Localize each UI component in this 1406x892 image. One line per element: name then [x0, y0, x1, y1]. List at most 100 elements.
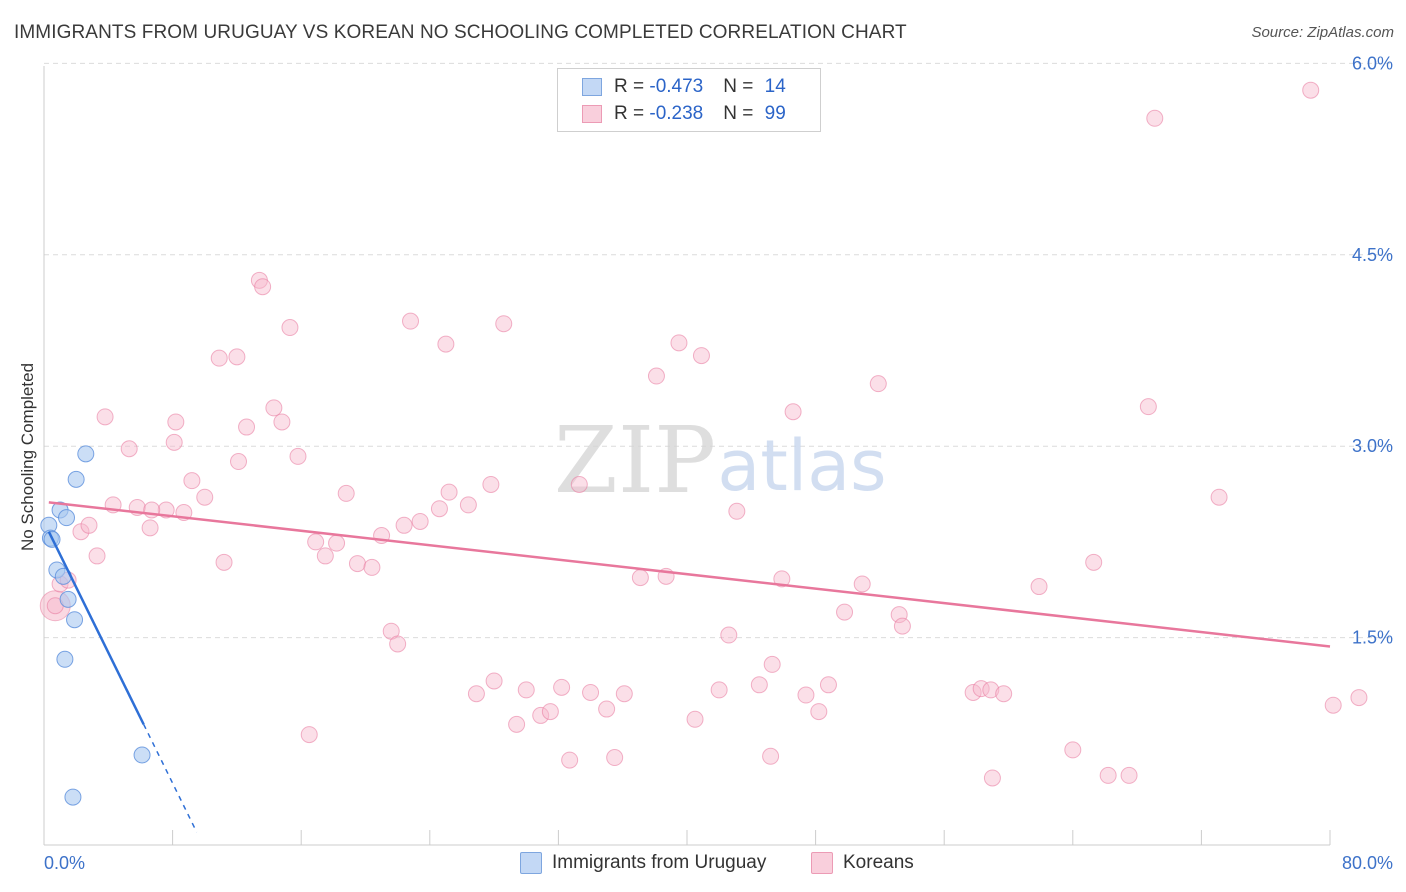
uruguay-point [66, 611, 84, 629]
legend-n-label: N = [723, 103, 759, 124]
korean-point [810, 703, 828, 721]
korean-point [615, 685, 633, 703]
korean-point [710, 681, 728, 699]
korean-point [467, 685, 485, 703]
watermark-atlas: atlas [717, 425, 886, 507]
korean-point [348, 555, 366, 573]
korean-point [561, 751, 579, 769]
uruguay-point [133, 746, 151, 764]
korean-trend-line [48, 501, 1331, 648]
y-tick-label: 1.5% [1352, 628, 1393, 648]
korean-point [1302, 81, 1320, 99]
korean-point [853, 575, 871, 593]
korean-point [517, 681, 535, 699]
korean-point [165, 433, 183, 451]
korean-point [1120, 766, 1138, 784]
legend-n-value: 14 [764, 76, 786, 97]
chart-title: IMMIGRANTS FROM URUGUAY VS KOREAN NO SCH… [14, 22, 907, 43]
uruguay-point [59, 590, 77, 608]
y-tick-label: 3.0% [1352, 436, 1393, 456]
korean-point [337, 484, 355, 502]
korean-point [1099, 766, 1117, 784]
uruguay-trend-line [47, 531, 145, 725]
korean-point [1350, 689, 1368, 707]
legend-swatch-uruguay [582, 78, 602, 96]
korean-point [836, 603, 854, 621]
korean-point [819, 676, 837, 694]
legend-swatch-uruguay [520, 852, 542, 874]
korean-point [495, 315, 513, 333]
korean-point [1324, 696, 1342, 714]
korean-point [120, 440, 138, 458]
korean-point [1146, 109, 1164, 127]
korean-point [982, 681, 1000, 699]
korean-point [363, 558, 381, 576]
korean-point [893, 617, 911, 635]
korean-point [300, 726, 318, 744]
korean-point [686, 710, 704, 728]
korean-point [482, 475, 500, 493]
korean-point [395, 516, 413, 534]
korean-point [606, 749, 624, 767]
legend-r-label: R = [614, 76, 650, 97]
legend-row-uruguay: R = -0.473 N = 14 [582, 75, 786, 99]
korean-point [402, 312, 420, 330]
source-label: Source: ZipAtlas.com [1251, 24, 1394, 41]
korean-point [631, 569, 649, 587]
korean-point [437, 335, 455, 353]
korean-point [485, 672, 503, 690]
legend-r-value: -0.238 [649, 103, 704, 124]
korean-point [797, 686, 815, 704]
legend-swatch-koreans [811, 852, 833, 874]
korean-point [316, 547, 334, 565]
legend-swatch-koreans [582, 105, 602, 123]
korean-point [289, 447, 307, 465]
korean-point [1064, 741, 1082, 759]
korean-point [88, 547, 106, 565]
korean-point [762, 747, 780, 765]
uruguay-point [58, 509, 76, 527]
korean-point [440, 483, 458, 501]
korean-point [508, 715, 526, 733]
korean-point [720, 626, 738, 644]
korean-point [265, 399, 283, 417]
korean-point [96, 408, 114, 426]
korean-point [647, 367, 665, 385]
axes [43, 66, 1331, 846]
korean-point [196, 488, 214, 506]
korean-point [210, 349, 228, 367]
korean-point [389, 635, 407, 653]
trend-lines [47, 501, 1331, 833]
legend-n-value: 99 [764, 103, 786, 124]
korean-point [411, 512, 429, 530]
korean-point [167, 413, 185, 431]
korean-point [541, 703, 559, 721]
legend-label-koreans: Koreans [843, 852, 914, 873]
korean-point [773, 570, 791, 588]
y-tick-label: 4.5% [1352, 245, 1393, 265]
korean-point [570, 475, 588, 493]
korean-point [228, 348, 246, 366]
korean-point [307, 533, 325, 551]
uruguay-point [67, 470, 85, 488]
legend-row-koreans: R = -0.238 N = 99 [582, 102, 786, 126]
korean-point [215, 553, 233, 571]
legend-r-label: R = [614, 103, 650, 124]
korean-point [281, 319, 299, 337]
legend-r-value: -0.473 [649, 76, 704, 97]
korean-point [1030, 578, 1048, 596]
uruguay-trend-extension [142, 724, 198, 833]
korean-point [80, 516, 98, 534]
watermark-zip: ZIP [554, 407, 716, 514]
korean-point [1210, 488, 1228, 506]
gridlines [44, 62, 1392, 639]
korean-point [995, 685, 1013, 703]
korean-point [670, 334, 688, 352]
uruguay-point [64, 788, 82, 806]
x-tick-label: 0.0% [44, 853, 85, 873]
korean-point [553, 678, 571, 696]
korean-point [692, 347, 710, 365]
legend-item-koreans: Koreans [811, 852, 914, 874]
korean-point [328, 534, 346, 552]
